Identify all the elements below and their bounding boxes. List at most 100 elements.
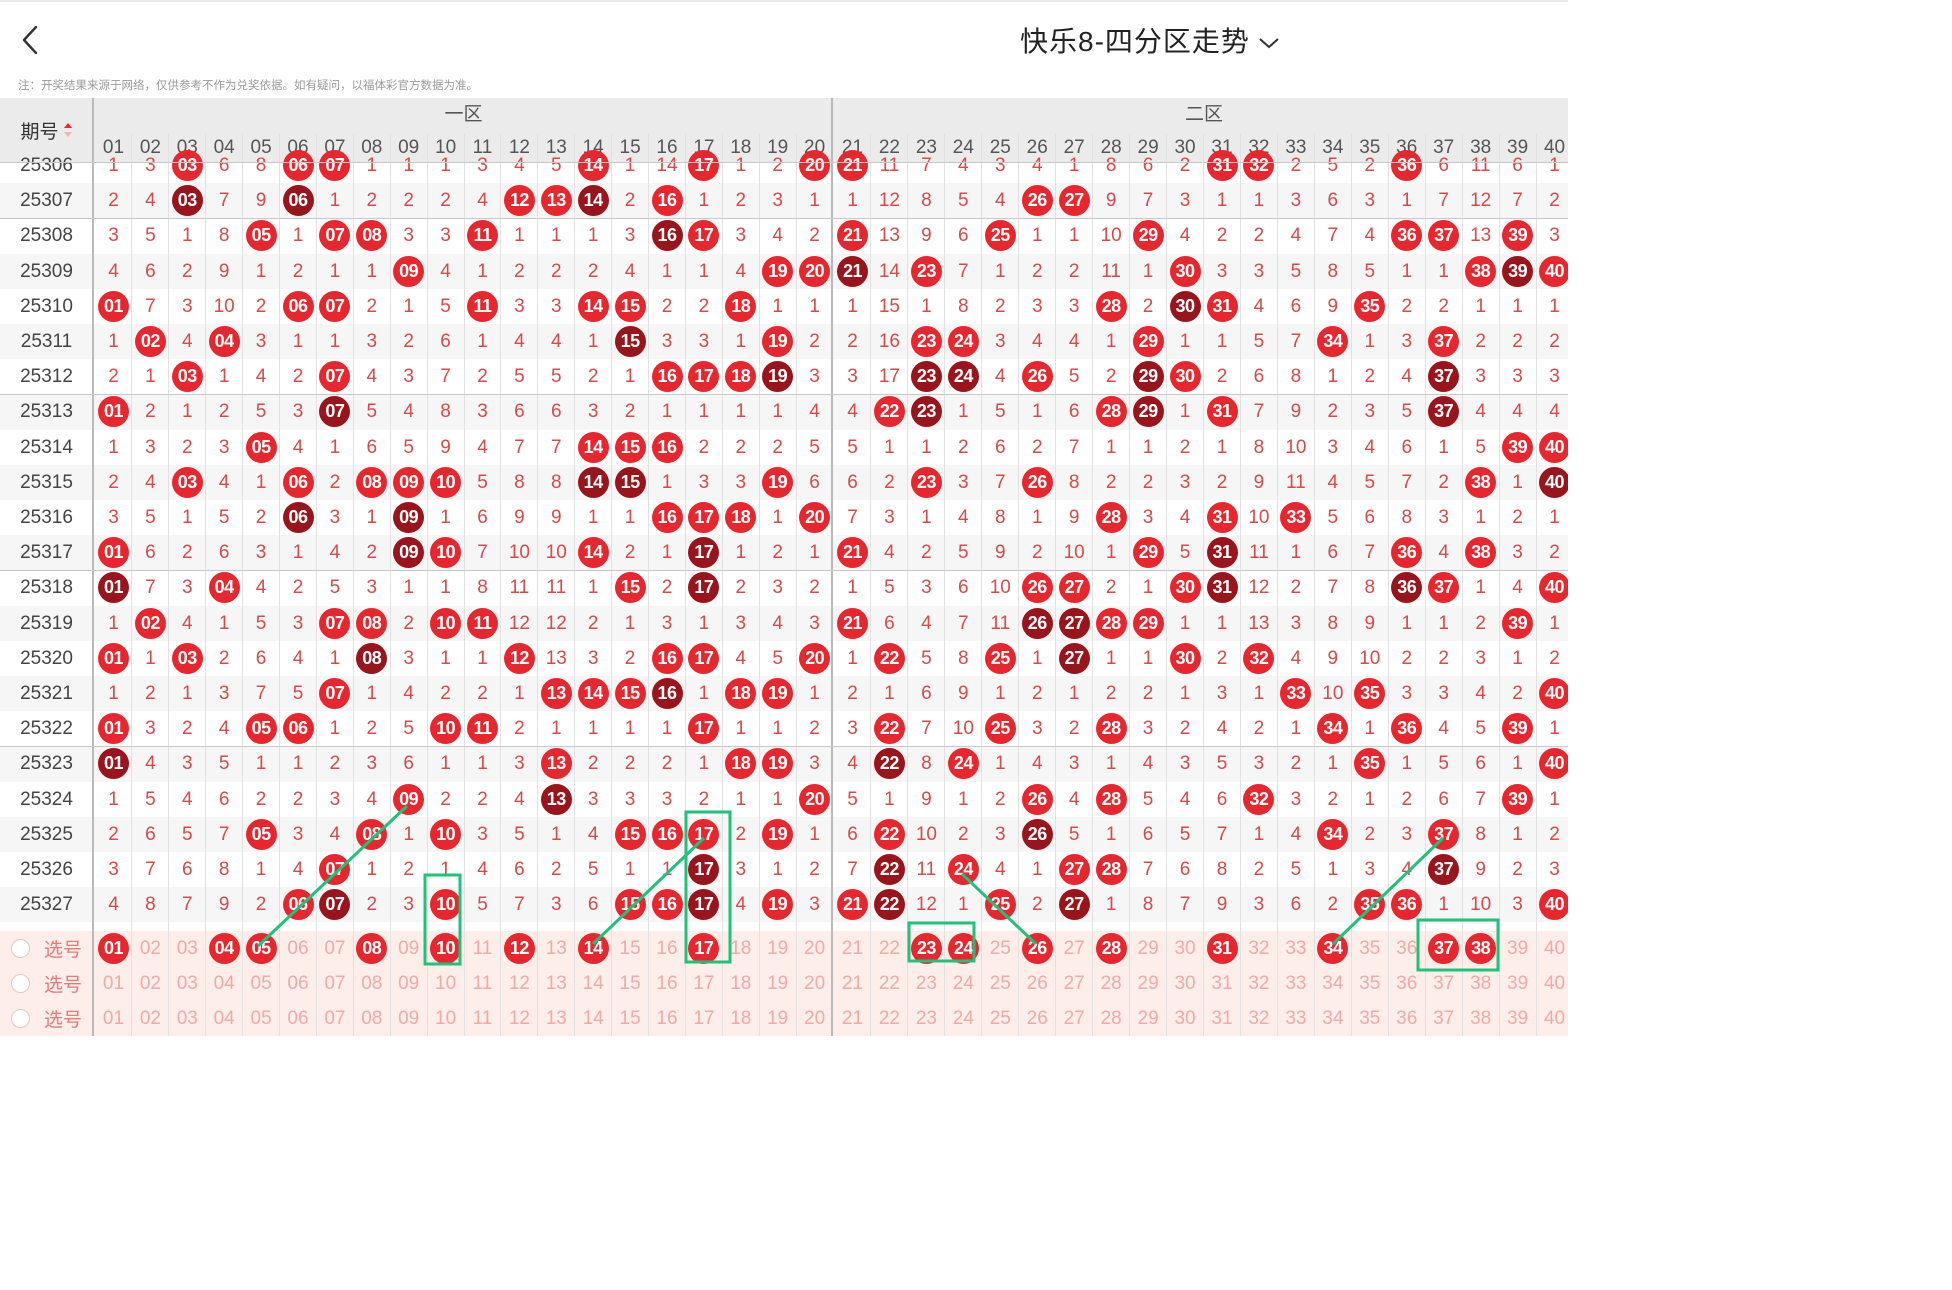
selectable-number[interactable]: 06 <box>287 973 309 995</box>
selectable-number[interactable]: 18 <box>730 1008 752 1030</box>
selectable-number[interactable]: 30 <box>1174 973 1196 995</box>
selectable-number[interactable]: 32 <box>1248 1008 1270 1030</box>
selected-number-ball[interactable]: 01 <box>98 933 129 964</box>
selectable-number[interactable]: 18 <box>730 938 752 959</box>
selectable-number[interactable]: 16 <box>656 973 678 995</box>
selectable-number[interactable]: 27 <box>1063 973 1085 995</box>
selectable-number[interactable]: 18 <box>730 973 752 995</box>
selectable-number[interactable]: 30 <box>1174 938 1196 959</box>
selectable-number[interactable]: 22 <box>878 1008 900 1030</box>
selectable-number[interactable]: 04 <box>213 973 235 995</box>
selected-number-ball[interactable]: 26 <box>1021 933 1053 964</box>
selectable-number[interactable]: 06 <box>287 1008 309 1030</box>
selectable-number[interactable]: 15 <box>619 973 641 995</box>
selected-number-ball[interactable]: 04 <box>208 933 240 964</box>
selectable-number[interactable]: 36 <box>1396 1008 1418 1030</box>
selectable-number[interactable]: 13 <box>545 1008 567 1030</box>
selectable-number[interactable]: 38 <box>1470 973 1492 995</box>
selectable-number[interactable]: 02 <box>139 973 161 995</box>
selectable-number[interactable]: 24 <box>952 973 974 995</box>
selectable-number[interactable]: 06 <box>287 938 309 959</box>
selectable-number[interactable]: 35 <box>1359 973 1381 995</box>
selectable-number[interactable]: 30 <box>1174 1008 1196 1030</box>
selectable-number[interactable]: 23 <box>915 973 937 995</box>
selectable-number[interactable]: 23 <box>915 1008 937 1030</box>
selected-number-ball[interactable]: 10 <box>430 933 462 964</box>
selected-number-ball[interactable]: 38 <box>1465 933 1497 964</box>
selectable-number[interactable]: 29 <box>1137 938 1159 959</box>
selectable-number[interactable]: 21 <box>841 1008 864 1030</box>
selectable-number[interactable]: 01 <box>102 973 125 995</box>
selectable-number[interactable]: 34 <box>1322 973 1344 995</box>
selectable-number[interactable]: 03 <box>176 1008 198 1030</box>
selectable-number[interactable]: 37 <box>1433 1008 1455 1030</box>
selectable-number[interactable]: 05 <box>250 1008 272 1030</box>
selectable-number[interactable]: 33 <box>1285 1008 1307 1030</box>
selectable-number[interactable]: 40 <box>1543 973 1566 995</box>
selectable-number[interactable]: 27 <box>1063 938 1085 959</box>
back-button[interactable] <box>14 20 50 60</box>
selectable-number[interactable]: 36 <box>1396 938 1418 959</box>
selected-number-ball[interactable]: 28 <box>1095 933 1127 964</box>
selectable-number[interactable]: 09 <box>398 1008 420 1030</box>
selected-number-ball[interactable]: 24 <box>947 933 979 964</box>
selectable-number[interactable]: 21 <box>841 938 864 959</box>
selectable-number[interactable]: 40 <box>1543 1008 1566 1030</box>
selectable-number[interactable]: 13 <box>545 938 567 959</box>
selectable-number[interactable]: 16 <box>656 938 678 959</box>
selectable-number[interactable]: 21 <box>841 973 864 995</box>
selectable-number[interactable]: 11 <box>472 1008 493 1030</box>
selectable-number[interactable]: 29 <box>1137 973 1159 995</box>
selectable-number[interactable]: 14 <box>582 1008 604 1030</box>
selectable-number[interactable]: 03 <box>176 938 198 959</box>
selectable-number[interactable]: 31 <box>1211 973 1233 995</box>
selectable-number[interactable]: 25 <box>989 973 1011 995</box>
selectable-number[interactable]: 33 <box>1285 973 1307 995</box>
selectable-number[interactable]: 07 <box>324 1008 346 1030</box>
selectable-number[interactable]: 28 <box>1100 1008 1122 1030</box>
selectable-number[interactable]: 26 <box>1026 1008 1048 1030</box>
selectable-number[interactable]: 32 <box>1248 938 1270 959</box>
select-row-toggle[interactable]: 选号 <box>0 966 93 1001</box>
selectable-number[interactable]: 16 <box>656 1008 678 1030</box>
selectable-number[interactable]: 02 <box>139 938 161 959</box>
selectable-number[interactable]: 08 <box>361 973 383 995</box>
selectable-number[interactable]: 39 <box>1507 1008 1529 1030</box>
selectable-number[interactable]: 15 <box>619 1008 641 1030</box>
selectable-number[interactable]: 01 <box>102 1008 125 1030</box>
selectable-number[interactable]: 36 <box>1396 973 1418 995</box>
selectable-number[interactable]: 07 <box>324 938 346 959</box>
selected-number-ball[interactable]: 31 <box>1206 933 1238 964</box>
selectable-number[interactable]: 09 <box>398 938 420 959</box>
selectable-number[interactable]: 19 <box>767 938 789 959</box>
selectable-number[interactable]: 34 <box>1322 1008 1344 1030</box>
selectable-number[interactable]: 11 <box>472 973 493 995</box>
selectable-number[interactable]: 27 <box>1063 1008 1085 1030</box>
selected-number-ball[interactable]: 05 <box>245 933 277 964</box>
selectable-number[interactable]: 20 <box>804 973 826 995</box>
selected-number-ball[interactable]: 37 <box>1428 933 1460 964</box>
selectable-number[interactable]: 20 <box>804 1008 826 1030</box>
selectable-number[interactable]: 11 <box>472 938 493 959</box>
selectable-number[interactable]: 39 <box>1507 938 1529 959</box>
selectable-number[interactable]: 35 <box>1359 1008 1381 1030</box>
selectable-number[interactable]: 04 <box>213 1008 235 1030</box>
selectable-number[interactable]: 17 <box>693 973 715 995</box>
selectable-number[interactable]: 08 <box>361 1008 383 1030</box>
selectable-number[interactable]: 39 <box>1507 973 1529 995</box>
selectable-number[interactable]: 29 <box>1137 1008 1159 1030</box>
select-row-toggle[interactable]: 选号 <box>0 1001 93 1036</box>
radio-icon[interactable] <box>11 974 30 994</box>
selectable-number[interactable]: 31 <box>1211 1008 1233 1030</box>
selectable-number[interactable]: 33 <box>1285 938 1307 959</box>
selectable-number[interactable]: 26 <box>1026 973 1048 995</box>
selectable-number[interactable]: 14 <box>582 973 604 995</box>
selectable-number[interactable]: 20 <box>804 938 826 959</box>
selectable-number[interactable]: 15 <box>619 938 641 959</box>
selectable-number[interactable]: 05 <box>250 973 272 995</box>
radio-icon[interactable] <box>11 939 30 958</box>
period-column-header[interactable]: 期号 <box>0 98 93 162</box>
selectable-number[interactable]: 25 <box>989 938 1011 959</box>
selectable-number[interactable]: 37 <box>1433 973 1455 995</box>
selected-number-ball[interactable]: 23 <box>910 933 942 964</box>
